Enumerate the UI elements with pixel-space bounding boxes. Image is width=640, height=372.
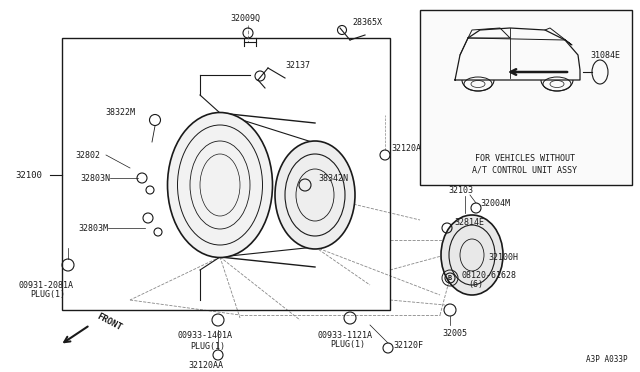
Bar bbox=[420, 10, 632, 185]
Ellipse shape bbox=[441, 215, 503, 295]
Text: 32802: 32802 bbox=[75, 151, 100, 160]
Text: B: B bbox=[448, 275, 452, 281]
Text: 00933-1401A: 00933-1401A bbox=[178, 331, 233, 340]
Text: 32803M: 32803M bbox=[78, 224, 108, 232]
Text: FRONT: FRONT bbox=[95, 312, 123, 332]
Text: PLUG(1): PLUG(1) bbox=[190, 341, 225, 350]
Text: 32803N: 32803N bbox=[80, 173, 110, 183]
Text: 00931-2081A: 00931-2081A bbox=[18, 280, 73, 289]
Text: 32005: 32005 bbox=[442, 328, 467, 337]
Bar bbox=[62, 38, 390, 310]
Ellipse shape bbox=[275, 141, 355, 249]
Text: 32120AA: 32120AA bbox=[188, 360, 223, 369]
Text: 38342N: 38342N bbox=[318, 173, 348, 183]
Text: A/T CONTROL UNIT ASSY: A/T CONTROL UNIT ASSY bbox=[472, 166, 577, 174]
Text: 32137: 32137 bbox=[285, 61, 310, 70]
Text: PLUG(1): PLUG(1) bbox=[30, 291, 65, 299]
Text: 28365X: 28365X bbox=[352, 17, 382, 26]
Ellipse shape bbox=[168, 112, 273, 257]
Text: 31084E: 31084E bbox=[590, 51, 620, 60]
Text: 32009Q: 32009Q bbox=[230, 13, 260, 22]
Text: PLUG(1): PLUG(1) bbox=[330, 340, 365, 350]
Text: 32120A: 32120A bbox=[391, 144, 421, 153]
Text: 32120F: 32120F bbox=[393, 340, 423, 350]
Text: 32100: 32100 bbox=[15, 170, 42, 180]
Text: 32100H: 32100H bbox=[488, 253, 518, 263]
Text: (6): (6) bbox=[468, 280, 483, 289]
Text: 00933-1121A: 00933-1121A bbox=[318, 330, 373, 340]
Text: 32814E: 32814E bbox=[454, 218, 484, 227]
Text: 32004M: 32004M bbox=[480, 199, 510, 208]
Text: 38322M: 38322M bbox=[105, 108, 135, 116]
Text: A3P A033P: A3P A033P bbox=[586, 355, 628, 364]
Text: FOR VEHICLES WITHOUT: FOR VEHICLES WITHOUT bbox=[475, 154, 575, 163]
Text: 32103: 32103 bbox=[448, 186, 473, 195]
Text: 08120-61628: 08120-61628 bbox=[462, 270, 517, 279]
